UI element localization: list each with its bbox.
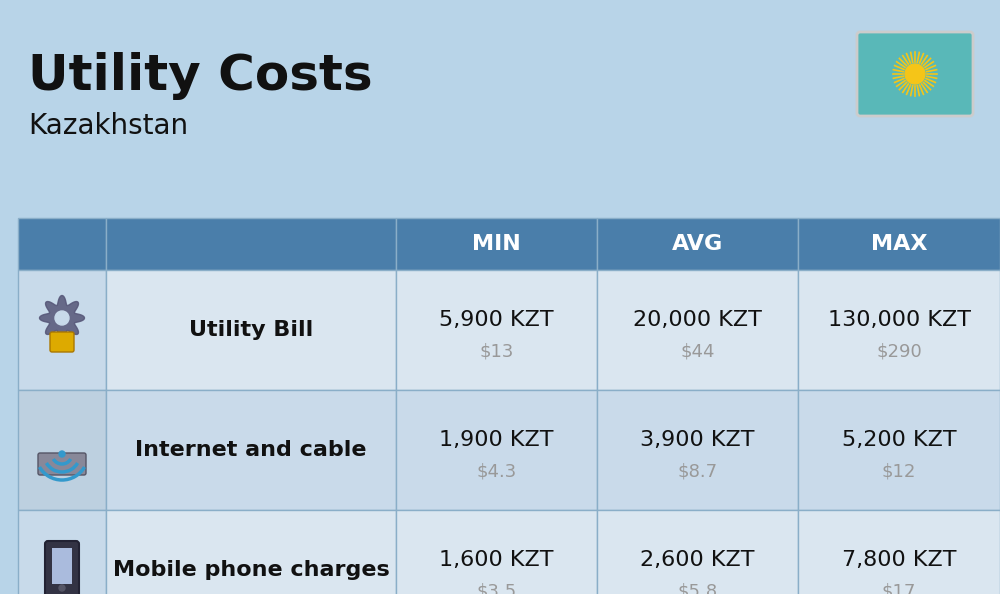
Bar [18,510,106,594]
Bar [798,270,1000,390]
Text: 1,900 KZT: 1,900 KZT [439,431,554,450]
Text: $17: $17 [882,583,916,594]
Text: $3.5: $3.5 [476,583,517,594]
Circle shape [59,585,65,591]
Bar [798,218,1000,270]
FancyBboxPatch shape [38,453,86,475]
Text: 3,900 KZT: 3,900 KZT [640,431,755,450]
Text: Internet and cable: Internet and cable [135,440,367,460]
Text: $4.3: $4.3 [476,463,517,481]
Bar [396,510,597,594]
Bar [396,218,597,270]
FancyBboxPatch shape [50,332,74,352]
Text: $8.7: $8.7 [677,463,718,481]
Bar [106,270,396,390]
Text: MIN: MIN [472,234,521,254]
Text: 130,000 KZT: 130,000 KZT [828,311,970,330]
Text: $44: $44 [680,343,715,361]
Bar [798,390,1000,510]
FancyBboxPatch shape [45,541,79,594]
Bar [18,390,106,510]
Polygon shape [40,295,84,340]
Circle shape [905,64,925,84]
Bar [106,218,396,270]
Bar [597,218,798,270]
Text: Utility Bill: Utility Bill [189,320,313,340]
Text: Kazakhstan: Kazakhstan [28,112,188,140]
Text: 1,600 KZT: 1,600 KZT [439,551,554,570]
Bar [52,548,72,584]
Bar [18,218,106,270]
Text: Mobile phone charges: Mobile phone charges [113,560,389,580]
Bar [18,270,106,390]
Bar [597,510,798,594]
Text: 20,000 KZT: 20,000 KZT [633,311,762,330]
Bar [106,510,396,594]
Bar [396,270,597,390]
Text: MAX: MAX [871,234,927,254]
Circle shape [55,311,69,325]
Bar [597,390,798,510]
Text: 5,900 KZT: 5,900 KZT [439,311,554,330]
Bar [106,390,396,510]
Text: $290: $290 [876,343,922,361]
Text: $5.8: $5.8 [677,583,718,594]
Text: 2,600 KZT: 2,600 KZT [640,551,755,570]
Text: 5,200 KZT: 5,200 KZT [842,431,956,450]
Text: $12: $12 [882,463,916,481]
Text: $13: $13 [479,343,514,361]
Circle shape [59,451,65,457]
Bar [597,270,798,390]
Text: AVG: AVG [672,234,723,254]
Text: 7,800 KZT: 7,800 KZT [842,551,956,570]
Bar [798,510,1000,594]
FancyBboxPatch shape [857,32,973,116]
Bar [396,390,597,510]
Text: Utility Costs: Utility Costs [28,52,373,100]
